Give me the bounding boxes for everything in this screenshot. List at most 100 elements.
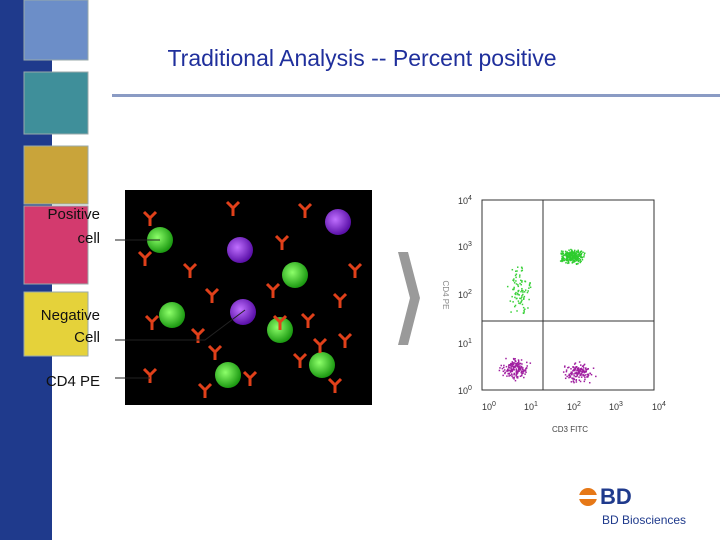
dot bbox=[506, 370, 508, 373]
tick-exponent: 4 bbox=[468, 195, 472, 202]
dot bbox=[524, 280, 527, 283]
dot bbox=[576, 257, 579, 260]
cell bbox=[282, 262, 308, 288]
dot bbox=[509, 300, 512, 302]
tick-base: 10 bbox=[524, 402, 534, 412]
dot bbox=[513, 378, 515, 380]
dot bbox=[577, 259, 580, 261]
dot bbox=[592, 367, 595, 369]
dot bbox=[520, 374, 523, 377]
dot bbox=[514, 270, 517, 272]
dot bbox=[571, 254, 573, 256]
dot bbox=[574, 369, 576, 372]
dot bbox=[573, 381, 575, 384]
dot bbox=[579, 259, 581, 262]
dot bbox=[573, 252, 576, 255]
label: Positive bbox=[47, 206, 100, 223]
cell bbox=[325, 209, 351, 235]
dot bbox=[516, 310, 518, 312]
dot bbox=[514, 363, 516, 365]
dot bbox=[583, 363, 586, 366]
dot bbox=[568, 252, 571, 254]
dot bbox=[513, 282, 516, 284]
dot bbox=[582, 368, 584, 371]
thumbnails bbox=[23, 0, 89, 357]
dot bbox=[511, 295, 513, 298]
dot bbox=[571, 251, 573, 253]
dot bbox=[520, 366, 522, 369]
dot bbox=[569, 258, 572, 260]
dot bbox=[518, 369, 520, 372]
dot bbox=[580, 260, 582, 263]
dot bbox=[572, 370, 574, 372]
dot bbox=[577, 368, 580, 371]
dot bbox=[508, 367, 511, 369]
dot bbox=[498, 369, 501, 372]
dot bbox=[564, 374, 567, 376]
tick-exponent: 3 bbox=[468, 241, 472, 248]
dot bbox=[529, 282, 531, 284]
dot bbox=[595, 375, 597, 378]
dot bbox=[520, 371, 523, 374]
dot bbox=[574, 368, 576, 371]
dot bbox=[513, 376, 515, 378]
dot bbox=[584, 367, 587, 370]
dot bbox=[528, 283, 531, 286]
dot bbox=[528, 284, 531, 287]
dot bbox=[520, 359, 523, 361]
dot bbox=[572, 259, 575, 262]
tick-exponent: 0 bbox=[492, 401, 496, 408]
dot bbox=[576, 259, 578, 261]
dot bbox=[567, 261, 570, 263]
dot bbox=[563, 259, 566, 262]
dot bbox=[561, 259, 563, 261]
dot bbox=[510, 367, 512, 370]
dot bbox=[581, 370, 584, 373]
dot bbox=[572, 261, 575, 263]
dot bbox=[569, 373, 572, 375]
dot bbox=[509, 364, 512, 367]
dot bbox=[584, 371, 586, 374]
dot bbox=[513, 286, 515, 289]
dot bbox=[583, 380, 586, 383]
dot bbox=[562, 256, 564, 258]
dot bbox=[512, 357, 515, 360]
dot bbox=[580, 368, 583, 371]
dot bbox=[579, 370, 582, 372]
dot bbox=[573, 251, 576, 253]
dot bbox=[581, 371, 584, 374]
dot bbox=[575, 259, 578, 262]
dot bbox=[517, 293, 519, 296]
dot bbox=[570, 368, 572, 370]
antibody bbox=[144, 314, 160, 330]
dot bbox=[577, 250, 579, 253]
antibody bbox=[242, 370, 258, 386]
dot bbox=[516, 266, 519, 268]
dot bbox=[529, 286, 532, 289]
dot bbox=[579, 373, 582, 375]
dot bbox=[567, 260, 570, 262]
dot bbox=[563, 257, 565, 260]
tick-exponent: 1 bbox=[468, 338, 472, 345]
dot bbox=[579, 261, 581, 264]
dot bbox=[582, 367, 585, 369]
dot bbox=[519, 274, 521, 276]
dot bbox=[516, 366, 519, 368]
dot bbox=[587, 367, 590, 370]
dot bbox=[573, 257, 575, 259]
dot bbox=[517, 367, 520, 370]
dot bbox=[511, 375, 513, 378]
dot bbox=[522, 298, 525, 300]
dot bbox=[561, 252, 563, 254]
dot bbox=[511, 268, 514, 271]
dot bbox=[584, 374, 586, 376]
tick-base: 10 bbox=[567, 402, 577, 412]
dot bbox=[584, 376, 586, 379]
dot bbox=[526, 365, 528, 367]
dot bbox=[524, 289, 527, 291]
dot bbox=[517, 284, 519, 286]
dot bbox=[512, 368, 514, 370]
dot bbox=[573, 366, 575, 369]
dot bbox=[507, 370, 510, 372]
dot bbox=[518, 302, 520, 304]
